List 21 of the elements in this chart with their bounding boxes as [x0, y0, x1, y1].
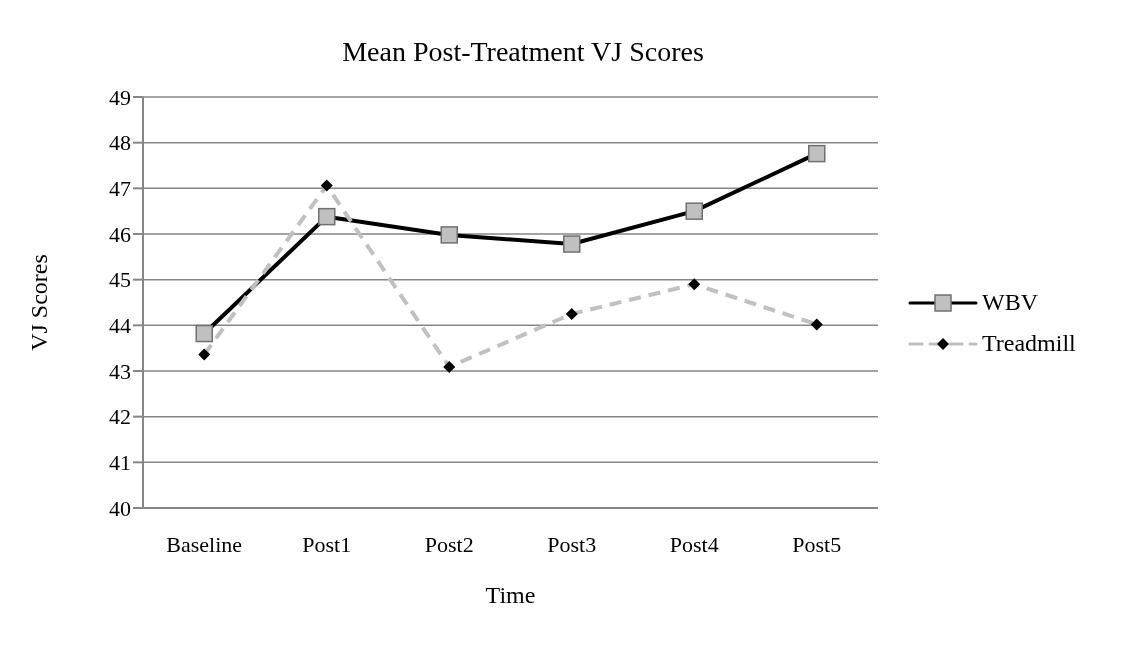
y-tick-label: 40 — [109, 495, 131, 521]
y-tick-label: 48 — [109, 130, 131, 156]
y-tick-label: 45 — [109, 267, 131, 293]
y-tick-label: 41 — [109, 450, 131, 476]
x-axis-title: Time — [485, 582, 536, 608]
legend-label: Treadmill — [982, 330, 1076, 357]
y-axis-title: VJ Scores — [25, 254, 52, 351]
y-tick-label: 49 — [109, 84, 131, 110]
x-tick-label: Post2 — [424, 531, 474, 557]
chart-title: Mean Post-Treatment VJ Scores — [341, 36, 705, 68]
x-tick-label: Post3 — [547, 531, 597, 557]
x-tick-label: Post1 — [302, 531, 352, 557]
x-tick-label: Post5 — [792, 531, 842, 557]
legend-label: WBV — [982, 289, 1038, 316]
y-tick-label: 46 — [109, 221, 131, 247]
y-tick-label: 47 — [109, 176, 131, 202]
y-tick-label: 42 — [109, 404, 131, 430]
y-tick-label: 44 — [109, 313, 131, 339]
y-tick-label: 43 — [109, 358, 131, 384]
x-tick-label: Baseline — [166, 531, 243, 557]
x-tick-label: Post4 — [669, 531, 719, 557]
